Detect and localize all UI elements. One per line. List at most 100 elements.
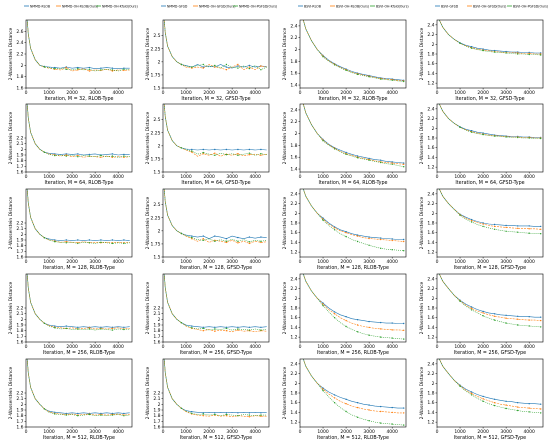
x-axis-label: Iteration, M = 512, GFSD-Type <box>180 435 252 441</box>
data-point <box>368 76 370 78</box>
series-line-1 <box>163 104 267 151</box>
y-tick-label: 2.1 <box>16 226 23 232</box>
series-line-3 <box>438 274 541 328</box>
x-tick-label: 1000 <box>317 259 329 265</box>
y-tick-label: 2 <box>432 42 435 48</box>
data-point <box>493 223 496 226</box>
x-tick-label: 2000 <box>477 90 489 96</box>
data-point <box>191 325 193 327</box>
y-tick-label: 2.6 <box>16 29 23 35</box>
data-point <box>356 73 359 76</box>
data-point <box>65 325 68 327</box>
y-tick-label: 1.6 <box>16 86 23 92</box>
data-point <box>528 403 530 405</box>
data-point <box>54 66 56 69</box>
series-line-1 <box>302 189 404 240</box>
data-point <box>214 326 216 328</box>
y-tick-label: 1.6 <box>427 61 434 67</box>
data-point <box>517 406 519 408</box>
data-point <box>322 219 324 221</box>
y-tick-label: 2 <box>432 296 435 302</box>
y-tick-label: 1.2 <box>290 335 297 341</box>
subplot-8: 0 1000 2000 3000 4000 1.2 1.4 1.6 1.8 2 2.2 2.4 Iter… <box>419 103 544 186</box>
series-line-3 <box>163 274 267 331</box>
plot-frame <box>436 188 544 258</box>
data-point <box>180 147 183 149</box>
subplot-7: 0 1000 2000 3000 4000 1.4 1.6 1.8 2 2.2 2.4 Iterati… <box>282 103 407 186</box>
data-point <box>540 403 542 405</box>
x-tick-label: 1000 <box>180 259 192 265</box>
x-tick-label: 3000 <box>226 429 238 435</box>
y-tick-label: 1.75 <box>150 72 160 78</box>
data-point <box>356 324 359 326</box>
data-point <box>540 412 542 414</box>
x-tick-label: 1000 <box>180 90 192 96</box>
subplot-14: 0 1000 2000 3000 4000 1.61.71.81.922.12.2 Iter… <box>145 273 270 356</box>
x-tick-label: 1000 <box>43 259 55 265</box>
plot-frame <box>162 188 270 258</box>
data-point <box>517 136 519 139</box>
subplot-11: 0 1000 2000 3000 4000 1.2 1.4 1.6 1.8 2 2.2 2.4 Iter… <box>282 188 407 271</box>
y-tick-label: 1.9 <box>153 408 160 414</box>
data-point <box>322 303 324 305</box>
data-point <box>403 250 405 252</box>
data-point <box>345 316 347 318</box>
data-point <box>43 408 46 410</box>
data-point <box>482 223 484 225</box>
y-tick-label: 2.25 <box>150 130 160 136</box>
data-point <box>65 153 68 155</box>
series-line-3 <box>302 20 404 82</box>
data-point <box>356 235 359 237</box>
y-tick-label: 1.2 <box>427 81 434 87</box>
series-line-1 <box>302 20 404 81</box>
data-point <box>100 326 102 328</box>
y-tick-label: 2.2 <box>16 52 23 58</box>
y-tick-label: 1.7 <box>16 249 23 255</box>
x-tick-label: 3000 <box>363 344 375 350</box>
data-point <box>214 235 216 237</box>
series-group <box>26 189 130 245</box>
legend-entry-label: NMMD-OH-Kfold(Ours) <box>102 4 138 8</box>
data-point <box>322 388 324 390</box>
data-point <box>345 319 347 322</box>
data-point <box>345 403 347 405</box>
series-line-2 <box>26 359 130 416</box>
data-point <box>202 151 204 154</box>
data-point <box>77 156 79 158</box>
y-axis-label: 2-Wasserstein Distance <box>8 196 14 249</box>
data-point <box>180 407 183 409</box>
data-point <box>391 238 393 240</box>
y-tick-label: 2.2 <box>290 35 297 41</box>
data-point <box>77 154 79 157</box>
data-point <box>202 415 204 417</box>
x-tick-label: 2000 <box>477 259 489 265</box>
data-point <box>77 239 79 241</box>
series-line-3 <box>26 274 130 331</box>
data-point <box>517 409 519 412</box>
data-point <box>528 316 530 318</box>
data-point <box>403 412 405 414</box>
data-point <box>111 414 114 416</box>
series-line-3 <box>302 359 404 426</box>
data-point <box>191 236 193 239</box>
data-point <box>380 237 382 239</box>
x-tick-label: 2000 <box>340 90 352 96</box>
series-line-2 <box>302 104 404 165</box>
y-tick-label: 1.9 <box>16 323 23 329</box>
y-tick-label: 2 <box>21 232 24 238</box>
series-line-1 <box>163 274 267 328</box>
y-tick-label: 1.4 <box>427 325 434 331</box>
x-tick-label: 2000 <box>66 344 78 350</box>
series-line-3 <box>438 20 541 56</box>
y-tick-label: 1.8 <box>16 158 23 164</box>
x-tick-label: 2000 <box>340 344 352 350</box>
data-point <box>368 236 370 238</box>
data-point <box>540 233 542 235</box>
x-axis-label: Iteration, M = 64, GFSD-Type <box>455 180 524 186</box>
y-tick-label: 2 <box>158 143 161 149</box>
data-point <box>202 235 204 237</box>
legend-entry-label: NMMD-OH-GFSD(Ours) <box>199 4 235 8</box>
data-point <box>470 392 473 395</box>
x-tick-label: 3000 <box>89 344 101 350</box>
